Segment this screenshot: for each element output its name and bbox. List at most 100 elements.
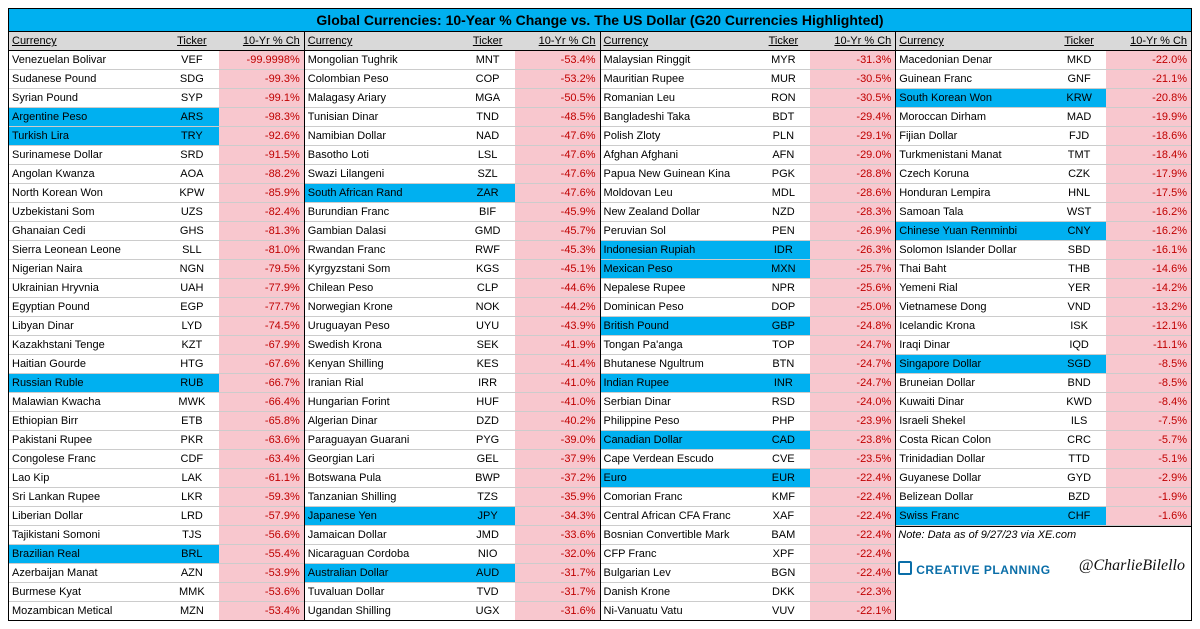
cell-pct: -19.9% bbox=[1106, 108, 1191, 126]
cell-ticker: LYD bbox=[165, 317, 219, 335]
cell-currency: Guinean Franc bbox=[896, 70, 1052, 88]
cell-pct: -67.9% bbox=[219, 336, 304, 354]
cell-currency: Dominican Peso bbox=[601, 298, 757, 316]
cell-ticker: RWF bbox=[461, 241, 515, 259]
table-row: Moroccan DirhamMAD-19.9% bbox=[896, 108, 1191, 127]
cell-currency: Euro bbox=[601, 469, 757, 487]
cell-currency: Icelandic Krona bbox=[896, 317, 1052, 335]
cell-ticker: KMF bbox=[756, 488, 810, 506]
table-row: Cape Verdean EscudoCVE-23.5% bbox=[601, 450, 896, 469]
table-row: Czech KorunaCZK-17.9% bbox=[896, 165, 1191, 184]
cell-ticker: BWP bbox=[461, 469, 515, 487]
cell-pct: -50.5% bbox=[515, 89, 600, 107]
cell-ticker: WST bbox=[1052, 203, 1106, 221]
table-row: Liberian DollarLRD-57.9% bbox=[9, 507, 304, 526]
cell-currency: Ethiopian Birr bbox=[9, 412, 165, 430]
table-row: Georgian LariGEL-37.9% bbox=[305, 450, 600, 469]
cell-ticker: COP bbox=[461, 70, 515, 88]
cell-ticker: EGP bbox=[165, 298, 219, 316]
cell-ticker: DKK bbox=[756, 583, 810, 601]
cell-pct: -88.2% bbox=[219, 165, 304, 183]
cell-ticker: GBP bbox=[756, 317, 810, 335]
cell-pct: -66.7% bbox=[219, 374, 304, 392]
table-row: Guinean FrancGNF-21.1% bbox=[896, 70, 1191, 89]
currency-grid: CurrencyTicker10-Yr % ChVenezuelan Boliv… bbox=[8, 31, 1192, 621]
cell-ticker: MKD bbox=[1052, 51, 1106, 69]
cell-pct: -13.2% bbox=[1106, 298, 1191, 316]
cell-ticker: PKR bbox=[165, 431, 219, 449]
cell-ticker: VEF bbox=[165, 51, 219, 69]
cell-pct: -37.2% bbox=[515, 469, 600, 487]
cell-ticker: AFN bbox=[756, 146, 810, 164]
cell-pct: -22.4% bbox=[810, 526, 895, 544]
cell-ticker: DZD bbox=[461, 412, 515, 430]
cell-currency: Kuwaiti Dinar bbox=[896, 393, 1052, 411]
cell-pct: -24.7% bbox=[810, 355, 895, 373]
cell-ticker: NOK bbox=[461, 298, 515, 316]
cell-pct: -29.0% bbox=[810, 146, 895, 164]
cell-pct: -31.3% bbox=[810, 51, 895, 69]
cell-ticker: TJS bbox=[165, 526, 219, 544]
cell-pct: -37.9% bbox=[515, 450, 600, 468]
cell-currency: Ugandan Shilling bbox=[305, 602, 461, 620]
cell-pct: -11.1% bbox=[1106, 336, 1191, 354]
cell-pct: -28.8% bbox=[810, 165, 895, 183]
cell-currency: Argentine Peso bbox=[9, 108, 165, 126]
cell-pct: -77.9% bbox=[219, 279, 304, 297]
table-row: Burundian FrancBIF-45.9% bbox=[305, 203, 600, 222]
table-row: Turkmenistani ManatTMT-18.4% bbox=[896, 146, 1191, 165]
table-row: Moldovan LeuMDL-28.6% bbox=[601, 184, 896, 203]
table-row: Bulgarian LevBGN-22.4% bbox=[601, 564, 896, 583]
cell-currency: Tunisian Dinar bbox=[305, 108, 461, 126]
cell-pct: -67.6% bbox=[219, 355, 304, 373]
cell-pct: -24.8% bbox=[810, 317, 895, 335]
table-row: Gambian DalasiGMD-45.7% bbox=[305, 222, 600, 241]
table-row: Indian RupeeINR-24.7% bbox=[601, 374, 896, 393]
cell-pct: -25.7% bbox=[810, 260, 895, 278]
column-header: CurrencyTicker10-Yr % Ch bbox=[9, 32, 304, 51]
cell-currency: Malaysian Ringgit bbox=[601, 51, 757, 69]
cell-pct: -29.4% bbox=[810, 108, 895, 126]
cell-pct: -1.9% bbox=[1106, 488, 1191, 506]
cell-pct: -47.6% bbox=[515, 146, 600, 164]
cell-currency: Tanzanian Shilling bbox=[305, 488, 461, 506]
cell-pct: -2.9% bbox=[1106, 469, 1191, 487]
cell-ticker: AUD bbox=[461, 564, 515, 582]
cell-pct: -14.2% bbox=[1106, 279, 1191, 297]
cell-ticker: XPF bbox=[756, 545, 810, 563]
cell-pct: -41.4% bbox=[515, 355, 600, 373]
header-ticker: Ticker bbox=[165, 32, 219, 50]
cell-pct: -22.0% bbox=[1106, 51, 1191, 69]
header-ticker: Ticker bbox=[461, 32, 515, 50]
cell-currency: Botswana Pula bbox=[305, 469, 461, 487]
cell-currency: Swiss Franc bbox=[896, 507, 1052, 525]
brand-logo-icon bbox=[898, 561, 912, 575]
cell-currency: Peruvian Sol bbox=[601, 222, 757, 240]
table-row: Nicaraguan CordobaNIO-32.0% bbox=[305, 545, 600, 564]
cell-currency: Mexican Peso bbox=[601, 260, 757, 278]
cell-ticker: BZD bbox=[1052, 488, 1106, 506]
cell-currency: Czech Koruna bbox=[896, 165, 1052, 183]
cell-ticker: ILS bbox=[1052, 412, 1106, 430]
table-row: Venezuelan BolivarVEF-99.9998% bbox=[9, 51, 304, 70]
table-row: Lao KipLAK-61.1% bbox=[9, 469, 304, 488]
cell-ticker: CHF bbox=[1052, 507, 1106, 525]
cell-ticker: CNY bbox=[1052, 222, 1106, 240]
cell-currency: Gambian Dalasi bbox=[305, 222, 461, 240]
cell-ticker: SRD bbox=[165, 146, 219, 164]
cell-currency: Ukrainian Hryvnia bbox=[9, 279, 165, 297]
cell-ticker: SBD bbox=[1052, 241, 1106, 259]
cell-ticker: KRW bbox=[1052, 89, 1106, 107]
cell-pct: -22.4% bbox=[810, 488, 895, 506]
cell-currency: Nicaraguan Cordoba bbox=[305, 545, 461, 563]
table-row: Nigerian NairaNGN-79.5% bbox=[9, 260, 304, 279]
brand-label: CREATIVE PLANNING bbox=[898, 560, 1050, 577]
table-row: Canadian DollarCAD-23.8% bbox=[601, 431, 896, 450]
cell-ticker: PEN bbox=[756, 222, 810, 240]
table-row: Libyan DinarLYD-74.5% bbox=[9, 317, 304, 336]
cell-pct: -30.5% bbox=[810, 89, 895, 107]
cell-ticker: PLN bbox=[756, 127, 810, 145]
cell-currency: Afghan Afghani bbox=[601, 146, 757, 164]
cell-currency: Hungarian Forint bbox=[305, 393, 461, 411]
table-row: Swiss FrancCHF-1.6% bbox=[896, 507, 1191, 526]
